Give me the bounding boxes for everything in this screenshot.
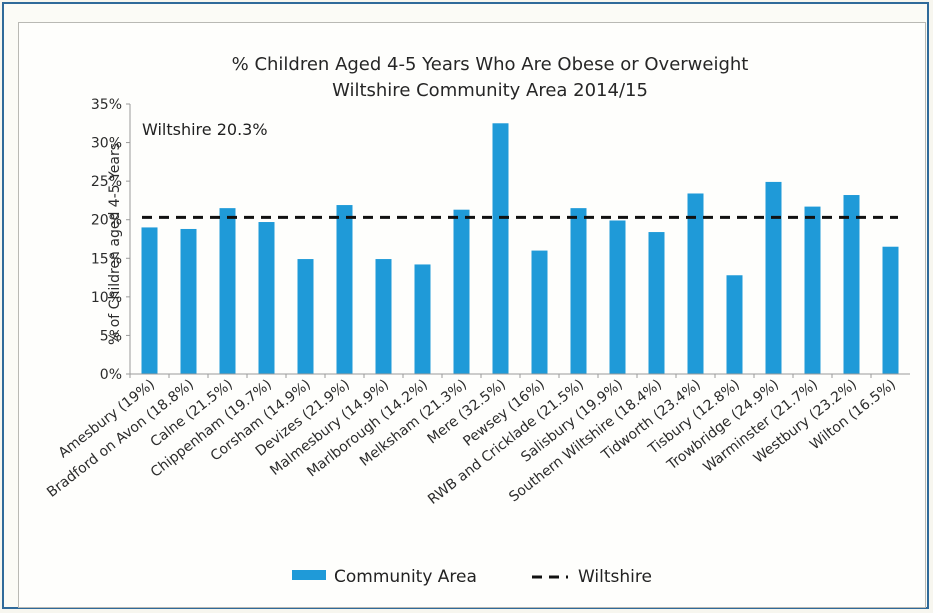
y-axis-label: % of Children aged 4-5 Years: [107, 143, 123, 345]
bar: [726, 275, 743, 374]
bar: [141, 227, 158, 374]
bar: [180, 228, 197, 374]
bar: [804, 206, 821, 374]
bar: [531, 250, 548, 374]
bar: [375, 259, 392, 374]
bar: [648, 232, 665, 374]
legend-label-wiltshire: Wiltshire: [578, 567, 652, 587]
legend-swatch-community-area: [292, 570, 326, 580]
y-tick-label: 25%: [91, 174, 122, 190]
bar: [609, 220, 626, 374]
chart-subtitle: Wiltshire Community Area 2014/15: [332, 80, 648, 101]
bar: [336, 205, 353, 374]
bar: [687, 193, 704, 374]
wiltshire-annotation: Wiltshire 20.3%: [142, 120, 268, 139]
bar: [453, 209, 470, 374]
y-tick-label: 20%: [91, 213, 122, 229]
bar: [765, 181, 782, 374]
bar: [414, 264, 431, 374]
y-tick-label: 15%: [91, 251, 122, 267]
bar: [297, 259, 314, 374]
y-tick-label: 35%: [91, 97, 122, 113]
chart-title: % Children Aged 4-5 Years Who Are Obese …: [232, 54, 749, 75]
bar: [258, 222, 275, 374]
bar-series: [141, 123, 899, 375]
bar: [492, 123, 509, 375]
bar: [843, 195, 860, 374]
x-axis: Amesbury (19%)Bradford on Avon (18.8%)Ca…: [44, 373, 910, 508]
y-tick-label: 0%: [100, 367, 122, 383]
bar: [570, 208, 587, 374]
legend: Community Area Wiltshire: [292, 567, 652, 587]
y-axis: 0% 5% 10% 15% 20% 25% 30% 35%: [91, 97, 131, 383]
bar: [219, 208, 236, 374]
y-tick-label: 10%: [91, 290, 122, 306]
bar: [882, 246, 899, 374]
y-tick-label: 5%: [100, 328, 122, 344]
y-tick-label: 30%: [91, 136, 122, 152]
legend-label-community-area: Community Area: [334, 567, 477, 587]
